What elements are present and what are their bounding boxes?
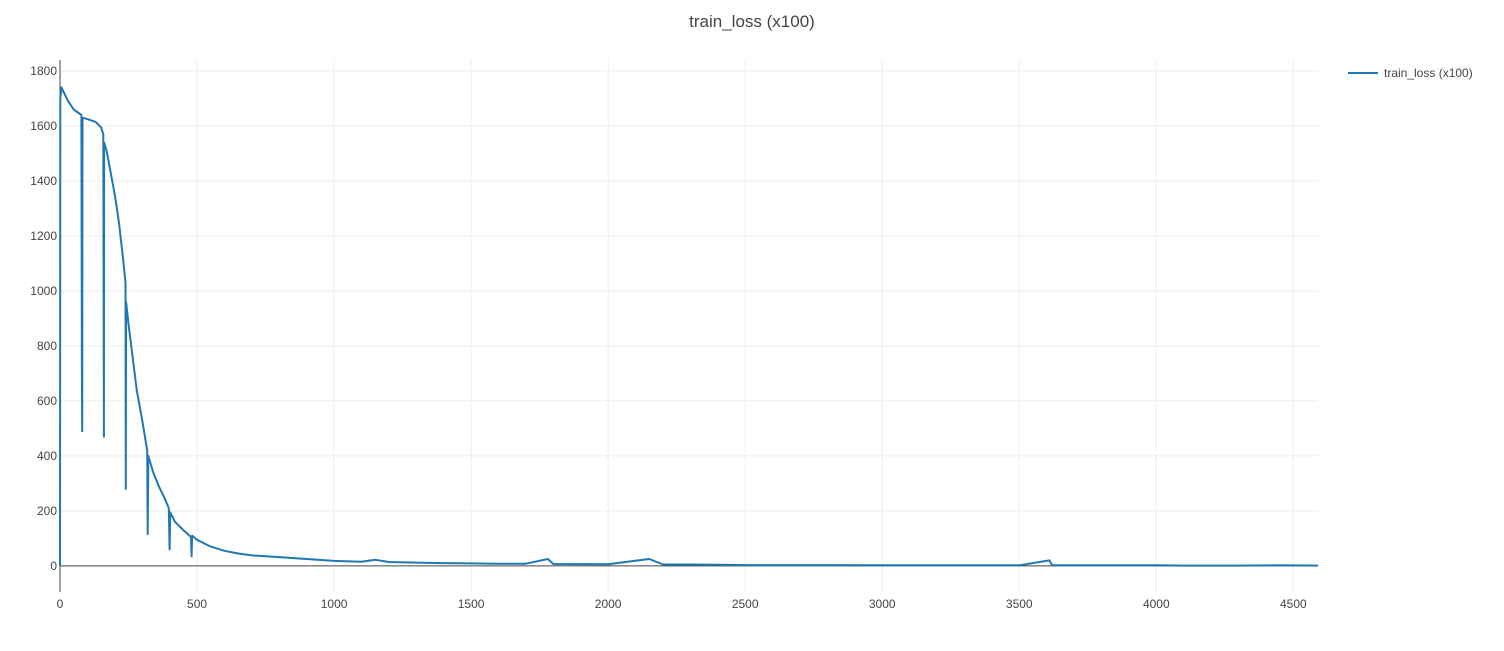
- x-tick-label: 500: [187, 597, 207, 611]
- y-tick-labels: 0 200 400 600 800 1000 1200 1400 1600 1800: [30, 64, 57, 573]
- y-tick-label: 800: [37, 339, 57, 353]
- y-tick-label: 1400: [30, 174, 57, 188]
- y-tick-label: 1600: [30, 119, 57, 133]
- y-tick-label: 1200: [30, 229, 57, 243]
- x-tick-label: 4500: [1280, 597, 1307, 611]
- series-layer: [59, 86, 1319, 567]
- x-tick-label: 1500: [458, 597, 485, 611]
- grid-lines: [60, 60, 1318, 592]
- y-tick-label: 600: [37, 394, 57, 408]
- x-tick-labels: 0 500 1000 1500 2000 2500 3000 3500 4000 4500: [57, 597, 1307, 611]
- y-tick-label: 0: [50, 559, 57, 573]
- legend-swatch: [1348, 72, 1378, 74]
- axes: [59, 60, 1318, 592]
- x-tick-label: 3500: [1006, 597, 1033, 611]
- x-tick-label: 2500: [732, 597, 759, 611]
- x-tick-label: 2000: [595, 597, 622, 611]
- y-tick-label: 200: [37, 504, 57, 518]
- series-line: [59, 86, 1319, 567]
- legend[interactable]: train_loss (x100): [1348, 66, 1473, 80]
- y-tick-label: 1800: [30, 64, 57, 78]
- chart-title: train_loss (x100): [689, 12, 815, 31]
- x-tick-label: 0: [57, 597, 64, 611]
- x-tick-label: 1000: [321, 597, 348, 611]
- y-tick-label: 1000: [30, 284, 57, 298]
- y-tick-label: 400: [37, 449, 57, 463]
- legend-label: train_loss (x100): [1384, 66, 1473, 80]
- x-tick-label: 3000: [869, 597, 896, 611]
- x-tick-label: 4000: [1143, 597, 1170, 611]
